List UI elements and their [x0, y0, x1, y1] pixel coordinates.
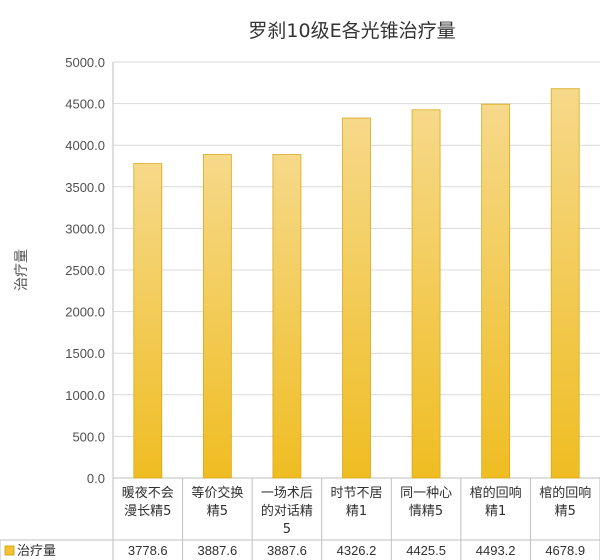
data-label: 4425.5 — [406, 543, 446, 558]
y-tick-label: 4500.0 — [65, 97, 105, 112]
category-label: 精5 — [555, 504, 576, 519]
data-label: 3778.6 — [128, 543, 168, 558]
category-label: 棺的回响 — [470, 485, 522, 501]
bar — [133, 163, 163, 479]
legend-swatch — [4, 545, 15, 556]
data-label: 3887.6 — [197, 543, 237, 558]
category-label: 暖夜不会 — [122, 486, 174, 501]
y-tick-label: 3000.0 — [65, 221, 105, 236]
category-label: 精5 — [207, 504, 228, 519]
bar — [272, 154, 302, 479]
y-tick-label: 4000.0 — [65, 138, 105, 153]
category-label: 的对话精 — [261, 503, 313, 519]
data-label: 4493.2 — [476, 543, 516, 558]
data-label: 3887.6 — [267, 543, 307, 558]
bar — [342, 117, 371, 479]
y-tick-label: 3500.0 — [65, 180, 105, 195]
y-tick-label: 5000.0 — [65, 55, 105, 70]
bar — [411, 109, 441, 479]
category-label: 漫长精5 — [124, 504, 171, 519]
y-axis-label: 治疗量 — [14, 249, 30, 291]
bar — [550, 88, 580, 479]
category-label: 5 — [283, 522, 291, 537]
category-label: 精1 — [485, 504, 506, 519]
category-label: 一场术后 — [261, 486, 313, 501]
category-label: 棺的回响 — [539, 485, 591, 501]
y-tick-label: 1500.0 — [65, 346, 105, 361]
data-label: 4326.2 — [337, 543, 377, 558]
y-tick-label: 500.0 — [72, 429, 105, 444]
y-tick-label: 1000.0 — [65, 388, 105, 403]
legend-label: 治疗量 — [17, 544, 56, 559]
category-label: 情精5 — [409, 504, 443, 519]
bars — [133, 88, 580, 479]
category-label: 精1 — [346, 504, 367, 519]
category-label: 等价交换 — [191, 485, 243, 501]
data-label: 4678.9 — [545, 543, 585, 558]
category-label: 时节不居 — [330, 486, 382, 501]
y-tick-label: 2000.0 — [65, 305, 105, 320]
y-tick-labels: 0.0 500.0 1000.0 1500.0 2000.0 2500.0 3000.0 35… — [65, 55, 105, 486]
y-tick-label: 2500.0 — [65, 263, 105, 278]
bar — [481, 103, 511, 479]
bar — [202, 154, 232, 479]
category-label: 同一种心 — [400, 486, 452, 501]
y-tick-label: 0.0 — [87, 471, 105, 486]
chart-title: 罗刹10级E各光锥治疗量 — [248, 20, 455, 42]
